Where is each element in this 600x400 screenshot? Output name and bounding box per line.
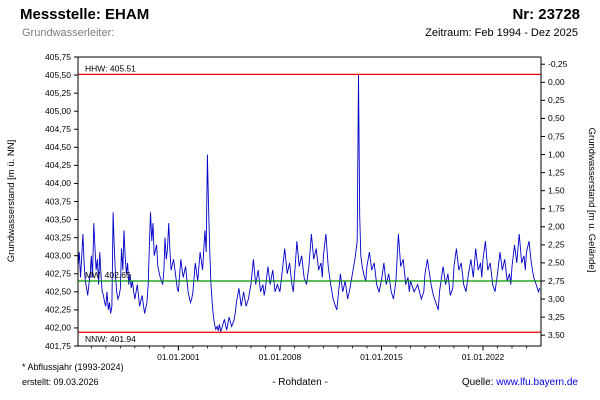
right-tick-label: 1,50 (548, 185, 565, 195)
left-tick-label: 404,75 (45, 124, 71, 134)
right-tick-label: 3,00 (548, 294, 565, 304)
left-tick-label: 405,00 (45, 106, 71, 116)
right-tick-label: 1,25 (548, 167, 565, 177)
right-tick-label: 2,50 (548, 258, 565, 268)
plot-border (77, 56, 542, 347)
left-tick-label: 402,75 (45, 269, 71, 279)
left-tick-label: 403,00 (45, 250, 71, 260)
right-tick-label: 1,00 (548, 149, 565, 159)
right-tick-label: 0,50 (548, 113, 565, 123)
right-tick-label: 3,50 (548, 330, 565, 340)
left-tick-label: 402,50 (45, 287, 71, 297)
right-tick-label: 0,75 (548, 131, 565, 141)
source-line: Quelle: www.lfu.bayern.de (462, 377, 578, 388)
left-tick-label: 403,50 (45, 214, 71, 224)
nnw-label: NNW: 401.94 (85, 334, 136, 344)
right-tick-label: 3,25 (548, 312, 565, 322)
left-tick-label: 401,75 (45, 341, 71, 351)
hhw-label: HHW: 405.51 (85, 63, 136, 73)
groundwater-series (77, 74, 541, 332)
left-tick-label: 402,00 (45, 323, 71, 333)
left-tick-label: 405,25 (45, 88, 71, 98)
mw-label: MW: 402.65 (85, 270, 131, 280)
right-tick-label: 2,25 (548, 240, 565, 250)
created-date: erstellt: 09.03.2026 (22, 377, 99, 387)
source-link[interactable]: www.lfu.bayern.de (496, 377, 578, 388)
right-tick-label: 2,00 (548, 222, 565, 232)
left-tick-label: 403,75 (45, 196, 71, 206)
left-axis-title: Grundwasserstand [m ü. NN] (6, 140, 17, 263)
x-tick-label: 01.01.2008 (259, 352, 302, 362)
right-tick-label: 0,00 (548, 77, 565, 87)
source-label: Quelle: (461, 377, 494, 388)
rohdaten-label: - Rohdaten - (272, 377, 328, 388)
period-label: Zeitraum: Feb 1994 - Dez 2025 (425, 27, 578, 39)
left-tick-label: 402,25 (45, 305, 71, 315)
left-tick-label: 403,25 (45, 232, 71, 242)
station-number: Nr: 23728 (512, 6, 580, 23)
footnote-abflussjahr: * Abflussjahr (1993-2024) (22, 362, 124, 372)
subheader-row: Grundwasserleiter: Zeitraum: Feb 1994 - … (22, 27, 578, 39)
x-tick-label: 01.01.2022 (462, 352, 505, 362)
right-tick-label: -0,25 (548, 59, 568, 69)
right-tick-label: 1,75 (548, 204, 565, 214)
right-tick-label: 2,75 (548, 276, 565, 286)
right-tick-label: 0,25 (548, 95, 565, 105)
aquifer-label: Grundwasserleiter: (22, 27, 115, 39)
left-tick-label: 405,50 (45, 70, 71, 80)
x-tick-label: 01.01.2015 (360, 352, 403, 362)
left-tick-label: 404,50 (45, 142, 71, 152)
left-tick-label: 404,00 (45, 178, 71, 188)
left-tick-label: 404,25 (45, 160, 71, 170)
header-row: Messstelle: EHAM Nr: 23728 (20, 6, 580, 23)
right-axis-title: Grundwasserstand [m u. Gelände] (586, 128, 597, 273)
station-title: Messstelle: EHAM (20, 6, 150, 23)
left-tick-label: 405,75 (45, 52, 71, 62)
x-tick-label: 01.01.2001 (157, 352, 200, 362)
